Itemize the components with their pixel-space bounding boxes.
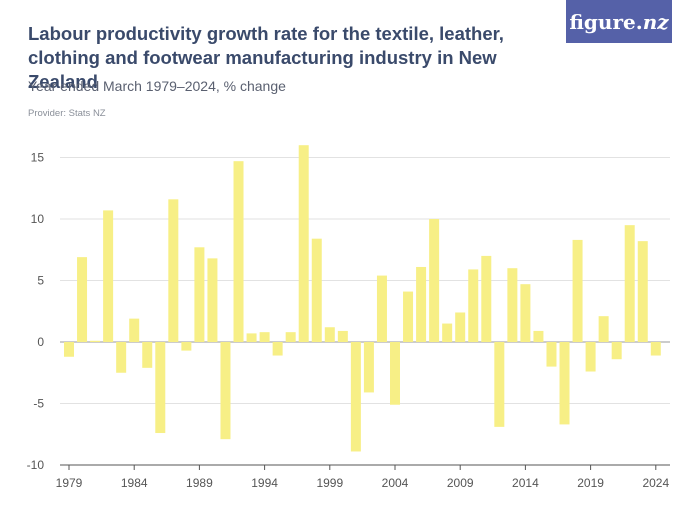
bar — [533, 330, 544, 342]
x-tick-label: 1989 — [186, 476, 213, 490]
bar — [337, 330, 348, 342]
bar — [142, 342, 153, 368]
bar — [650, 342, 661, 356]
x-tick-label: 1994 — [251, 476, 278, 490]
bar — [220, 342, 231, 440]
bars — [64, 145, 661, 452]
bar — [311, 238, 322, 342]
bar — [442, 323, 453, 342]
bar — [103, 210, 114, 342]
bar — [207, 258, 218, 342]
provider-note: Provider: Stats NZ — [28, 108, 106, 119]
y-tick-label: 15 — [31, 151, 45, 165]
x-tick-label: 2004 — [382, 476, 409, 490]
bar — [298, 145, 309, 342]
y-tick-label: 5 — [37, 274, 44, 288]
bar — [429, 219, 440, 342]
bar — [155, 342, 166, 434]
bar — [246, 333, 257, 342]
x-tick-label: 2019 — [577, 476, 604, 490]
bar — [507, 268, 518, 342]
bar — [585, 342, 596, 372]
x-tick-label: 2024 — [642, 476, 669, 490]
bar — [129, 318, 140, 342]
logo-text: figure. — [569, 9, 643, 34]
bar — [598, 316, 609, 342]
logo-text-nz: nz — [642, 9, 669, 34]
y-tick-label: 10 — [31, 212, 45, 226]
bar — [390, 342, 400, 405]
bar — [468, 269, 479, 342]
bar — [481, 255, 492, 342]
x-tick-label: 1979 — [56, 476, 83, 490]
bar — [637, 241, 648, 342]
bar — [194, 247, 205, 342]
figure-nz-logo[interactable]: figure. nz — [566, 0, 672, 43]
bar — [363, 342, 374, 393]
x-tick-label: 2014 — [512, 476, 539, 490]
bar — [416, 266, 427, 342]
bar — [77, 257, 88, 342]
chart-title: Labour productivity growth rate for the … — [28, 23, 504, 92]
bar — [233, 161, 244, 342]
bar — [324, 327, 335, 342]
y-tick-label: -10 — [27, 458, 45, 472]
bar — [546, 342, 557, 367]
bar — [285, 332, 296, 342]
bar — [624, 225, 635, 342]
bar — [168, 199, 179, 342]
x-axis: 1979 1984 1989 1994 1999 2004 2009 2014 2019 2024 — [56, 464, 670, 490]
y-tick-label: 0 — [37, 335, 44, 349]
bar — [572, 239, 583, 342]
y-axis: 15 10 5 0 -5 -10 — [27, 151, 45, 473]
chart-subtitle: Year ended March 1979–2024, % change — [28, 78, 286, 94]
bar — [116, 342, 127, 373]
bar — [494, 342, 505, 427]
x-tick-label: 1984 — [121, 476, 148, 490]
bar — [455, 312, 466, 342]
bar — [376, 275, 387, 342]
bar — [520, 284, 531, 342]
bar — [559, 342, 570, 425]
bar — [403, 291, 414, 342]
bar — [64, 342, 74, 357]
y-tick-label: -5 — [33, 397, 44, 411]
bar — [90, 340, 101, 342]
x-tick-label: 1999 — [316, 476, 343, 490]
bar — [350, 342, 361, 452]
x-tick-label: 2009 — [447, 476, 474, 490]
bar — [259, 332, 270, 342]
bar — [181, 342, 192, 351]
bar — [611, 342, 622, 360]
bar — [272, 342, 283, 356]
